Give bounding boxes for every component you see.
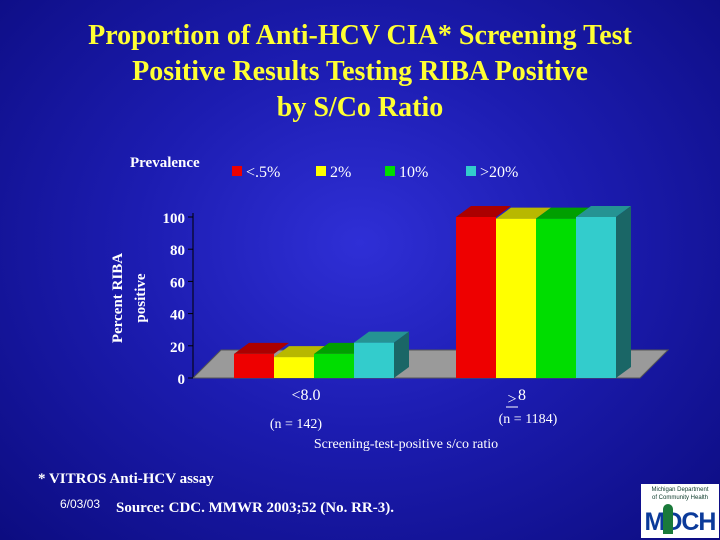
bar-top-1-1	[234, 342, 289, 354]
source-citation: Source: CDC. MMWR 2003;52 (No. RR-3).	[116, 500, 395, 516]
y-tick-label: 80	[170, 243, 185, 259]
bar-2-1	[274, 357, 314, 378]
y-tick-label: 0	[178, 372, 186, 388]
category-note: (n = 142)	[270, 417, 323, 432]
category-note: (n = 1184)	[499, 412, 558, 427]
y-axis-label: Percent RIBA	[110, 253, 126, 343]
footnote: * VITROS Anti-HCV assay	[38, 471, 214, 487]
bar-top-4-2	[576, 206, 631, 217]
date: 6/03/03	[60, 497, 101, 511]
bar-chart: 0 20 40 60 80 100 Percent RIBA positive <8.0 8> (n…	[110, 155, 670, 452]
bar-side-4-2	[616, 206, 631, 378]
logo-wordmark: MDCH	[644, 508, 717, 536]
category-label: 8	[518, 387, 526, 404]
bar-top-1-2	[456, 206, 511, 217]
bar-4-2	[576, 217, 616, 378]
legend-swatch	[316, 166, 326, 176]
bar-4-1	[354, 342, 394, 378]
tree-icon	[663, 504, 673, 534]
y-tick-label: 40	[170, 308, 185, 324]
legend-entry: <.5%	[246, 164, 280, 181]
chart-title: Proportion of Anti-HCV CIA* Screening Te…	[0, 18, 720, 126]
y-tick-label: 20	[170, 340, 185, 356]
bar-2-2	[496, 218, 536, 378]
y-tick-label: 100	[163, 211, 186, 227]
legend-swatch	[385, 166, 395, 176]
title-line-2: Positive Results Testing RIBA Positive	[132, 56, 588, 87]
legend-title: Prevalence	[130, 155, 200, 171]
y-axis-label: positive	[133, 273, 149, 323]
x-axis-label: Screening-test-positive s/co ratio	[314, 437, 498, 452]
logo-line-1: Michigan Department	[651, 487, 709, 493]
category-prefix: >	[507, 391, 516, 408]
legend-entry: 2%	[330, 164, 351, 181]
bar-side-4-1	[394, 331, 409, 378]
bar-1-2	[456, 217, 496, 378]
legend-swatch	[466, 166, 476, 176]
y-tick-label: 60	[170, 275, 185, 291]
bar-1-1	[234, 353, 274, 378]
bar-top-3-2	[536, 207, 591, 219]
bar-top-4-1	[354, 331, 409, 343]
mdch-logo: Michigan Department of Community Health …	[641, 484, 719, 538]
logo-line-2: of Community Health	[651, 495, 709, 501]
legend-swatch	[232, 166, 242, 176]
title-line-1: Proportion of Anti-HCV CIA* Screening Te…	[88, 20, 632, 51]
title-line-3: by S/Co Ratio	[276, 92, 444, 123]
category-label: <8.0	[291, 387, 320, 404]
legend-entry: >20%	[480, 164, 518, 181]
bar-top-2-2	[496, 207, 551, 219]
legend-entry: 10%	[399, 164, 428, 181]
bar-3-1	[314, 353, 354, 378]
bar-3-2	[536, 218, 576, 378]
